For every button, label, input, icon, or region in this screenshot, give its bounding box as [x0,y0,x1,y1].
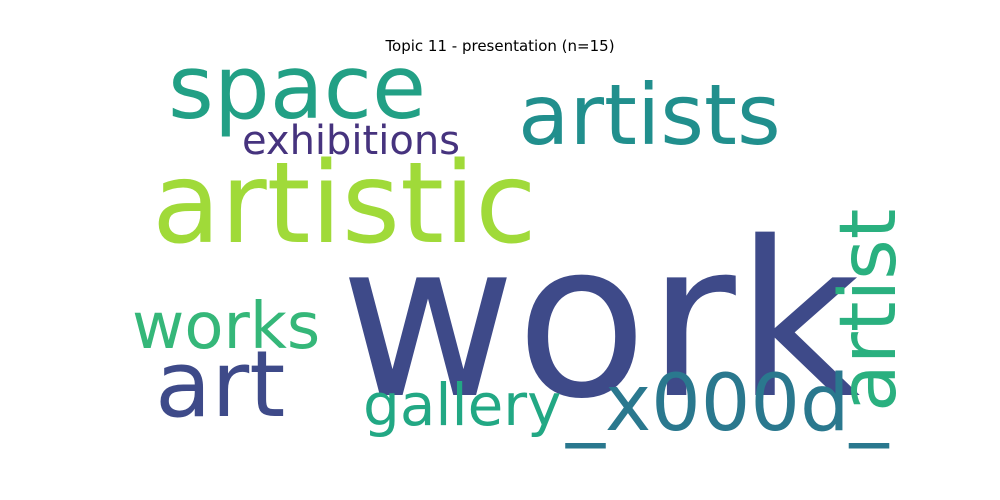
word-art: art [155,331,285,438]
word-works: works [132,290,320,364]
chart-title: Topic 11 - presentation (n=15) [385,37,615,55]
word-work: work [340,195,860,446]
word-artistic: artistic [152,139,537,269]
word-artists: artists [518,66,781,164]
word-space: space [168,36,426,139]
word-artist: artist [824,209,914,412]
word-gallery: gallery [363,371,561,439]
word-x000d: _x000d_ [565,359,890,449]
word-exhibitions: exhibitions [242,118,460,164]
